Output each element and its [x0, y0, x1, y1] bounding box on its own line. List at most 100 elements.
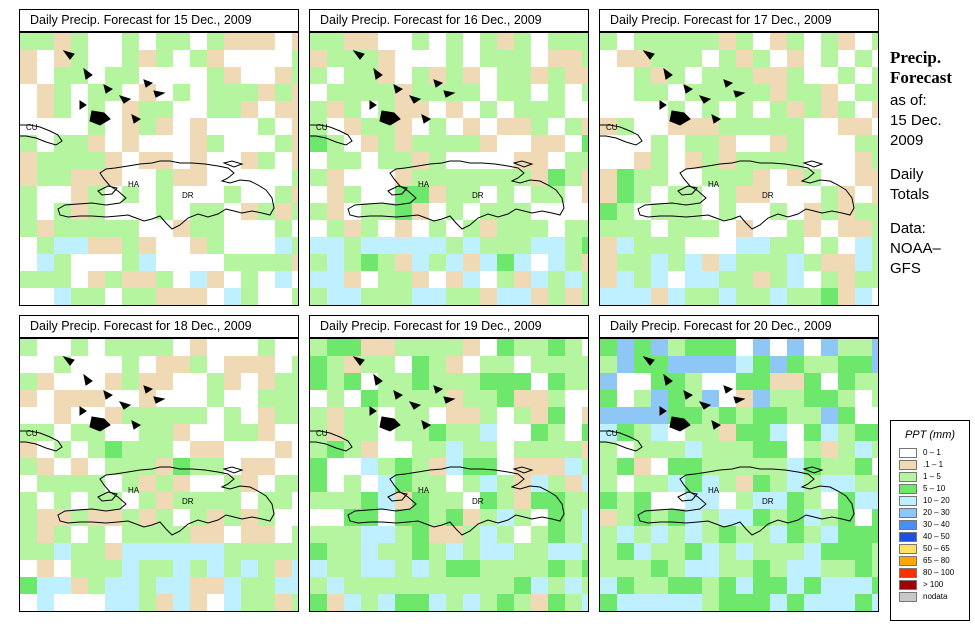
- precip-cell: [207, 526, 224, 543]
- precip-cell: [685, 288, 702, 305]
- precip-cell: [736, 577, 753, 594]
- precip-cell: [582, 441, 588, 458]
- precip-cell: [634, 458, 651, 475]
- precip-cell: [582, 424, 588, 441]
- precip-cell: [787, 220, 804, 237]
- precip-cell: [327, 373, 344, 390]
- precip-cell: [88, 526, 105, 543]
- bahamas-island: [733, 90, 746, 98]
- precip-cell: [753, 373, 770, 390]
- precip-cell: [37, 220, 54, 237]
- precip-cell: [855, 526, 872, 543]
- precip-cell: [548, 475, 565, 492]
- precip-cell: [651, 288, 668, 305]
- forecast-panel-5: Daily Precip. Forecast for 19 Dec., 2009…: [309, 315, 589, 612]
- legend-label: 0 – 1: [923, 448, 941, 457]
- forecast-panel-4: Daily Precip. Forecast for 18 Dec., 2009…: [19, 315, 299, 612]
- precip-cell: [190, 458, 207, 475]
- legend-item: 80 – 100: [891, 567, 969, 579]
- precip-cell: [497, 50, 514, 67]
- precip-map: CU HA DR: [19, 338, 299, 612]
- precip-cell: [497, 543, 514, 560]
- precip-cell: [71, 509, 88, 526]
- precip-cell: [412, 203, 429, 220]
- precip-cell: [651, 577, 668, 594]
- precip-cell: [173, 33, 190, 50]
- precip-cell: [105, 339, 122, 356]
- precip-cell: [872, 509, 878, 526]
- precip-cell: [327, 441, 344, 458]
- legend-label: 1 – 5: [923, 472, 941, 481]
- precip-cell: [548, 254, 565, 271]
- gonave-outline: [387, 185, 408, 196]
- precip-cell: [514, 339, 531, 356]
- precip-cell: [207, 543, 224, 560]
- map-canvas: CU HA DR: [600, 33, 878, 305]
- precip-cell: [821, 237, 838, 254]
- legend-item: 1 – 5: [891, 471, 969, 483]
- precip-cell: [310, 237, 327, 254]
- precip-cell: [292, 67, 298, 84]
- precip-cell: [463, 424, 480, 441]
- precip-cell: [753, 526, 770, 543]
- precip-cell: [105, 373, 122, 390]
- precip-cell: [702, 577, 719, 594]
- precip-cell: [395, 577, 412, 594]
- precip-cell: [548, 288, 565, 305]
- precip-cell: [548, 390, 565, 407]
- islet-outline: [512, 466, 534, 474]
- precip-cell: [258, 407, 275, 424]
- precip-cell: [327, 492, 344, 509]
- precip-cell: [770, 390, 787, 407]
- precip-cell: [361, 203, 378, 220]
- precip-cell: [480, 390, 497, 407]
- bahamas-island: [62, 50, 75, 60]
- bahamas-island: [143, 385, 154, 394]
- precip-cell: [37, 594, 54, 611]
- precip-cell: [20, 152, 37, 169]
- precip-cell: [753, 237, 770, 254]
- precip-cell: [275, 271, 292, 288]
- precip-cell: [88, 390, 105, 407]
- precip-cell: [497, 356, 514, 373]
- legend-swatch: [899, 484, 917, 494]
- precip-cell: [838, 186, 855, 203]
- precip-cell: [122, 373, 139, 390]
- precip-cell: [872, 492, 878, 509]
- precip-cell: [395, 152, 412, 169]
- precip-cell: [548, 543, 565, 560]
- precip-cell: [838, 101, 855, 118]
- precip-cell: [241, 254, 258, 271]
- precip-cell: [804, 220, 821, 237]
- precip-cell: [651, 203, 668, 220]
- precip-cell: [685, 475, 702, 492]
- precip-cell: [565, 118, 582, 135]
- precip-cell: [582, 237, 588, 254]
- precip-cell: [685, 33, 702, 50]
- precip-cell: [531, 577, 548, 594]
- precip-cell: [54, 152, 71, 169]
- precip-cell: [395, 594, 412, 611]
- precip-cell: [156, 594, 173, 611]
- bahamas-island: [642, 356, 655, 366]
- precip-cell: [685, 577, 702, 594]
- precip-cell: [105, 577, 122, 594]
- precip-cell: [190, 560, 207, 577]
- precip-cell: [770, 509, 787, 526]
- legend-swatch: [899, 448, 917, 458]
- precip-cell: [821, 424, 838, 441]
- precip-cell: [190, 509, 207, 526]
- precip-cell: [770, 67, 787, 84]
- precip-cell: [446, 50, 463, 67]
- precip-cell: [565, 237, 582, 254]
- precip-cell: [787, 169, 804, 186]
- precip-cell: [275, 441, 292, 458]
- precip-cell: [292, 288, 298, 305]
- precip-cell: [719, 67, 736, 84]
- precip-cell: [54, 84, 71, 101]
- precip-cell: [156, 356, 173, 373]
- precip-cell: [787, 135, 804, 152]
- precip-cell: [429, 67, 446, 84]
- precip-cell: [600, 254, 617, 271]
- precip-cell: [139, 152, 156, 169]
